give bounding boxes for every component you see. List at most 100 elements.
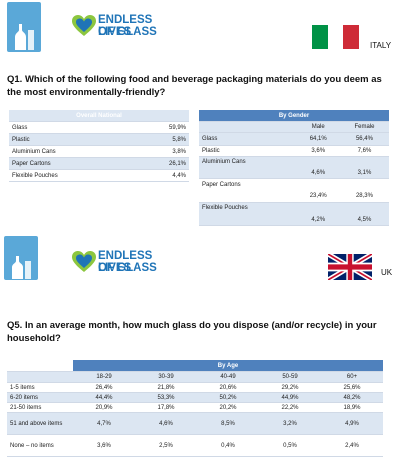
cell-value: 56,4% (339, 132, 389, 146)
table-row: Flexible Pouches 4,4% (9, 169, 189, 182)
cell-value: 4,9% (321, 412, 383, 435)
table-row: Glass 64,1% 56,4% (199, 132, 389, 146)
cell-value: 4,6% (296, 156, 340, 179)
row-label: Plastic (199, 145, 297, 157)
cell-value: 4,6% (135, 412, 197, 435)
cell-value: 3,6% (296, 145, 340, 157)
cell-value: 28,3% (339, 178, 389, 203)
column-header-18-29: 18-29 (73, 371, 135, 383)
row-label: Paper Cartons (9, 157, 134, 170)
row-label: Paper Cartons (199, 178, 297, 203)
overall-national-table: Overall National Glass 59,9% Plastic 5,8% … (9, 110, 189, 182)
bottle-icon (15, 24, 34, 50)
table-row: Plastic 5,8% (9, 133, 189, 146)
elg-line2: OF GLASS (98, 26, 157, 38)
table-row: Aluminium Cans 3,8% (9, 145, 189, 158)
elg-line1: ENDLESS LIVES (98, 14, 153, 38)
friends-of-glass-logo-uk (4, 236, 38, 280)
cell-value: 4,7% (73, 412, 135, 435)
table-row: 1-5 items 26,4% 21,8% 20,6% 29,2% 25,6% (7, 382, 383, 393)
table-row: 51 and above items 4,7% 4,6% 8,5% 3,2% 4… (7, 412, 383, 435)
row-value: 4,4% (133, 169, 189, 182)
cell-value: 44,4% (73, 392, 135, 403)
by-gender-header: By Gender (199, 110, 389, 122)
table-row: None – no items 3,6% 2,5% 0,4% 0,5% 2,4% (7, 434, 383, 457)
table-row: Flexible Pouches 4,2% 4,5% (199, 202, 389, 226)
row-label: Glass (199, 132, 297, 146)
row-label: 6-20 items (7, 392, 73, 403)
by-age-table: By Age 18-29 30-39 40-49 50-59 60+ 1-5 i… (7, 360, 383, 457)
italy-flag (312, 25, 359, 49)
row-label: 51 and above items (7, 412, 73, 435)
cell-value: 25,6% (321, 382, 383, 393)
column-header-50-59: 50-59 (259, 371, 321, 383)
cell-value: 20,6% (197, 382, 259, 393)
cell-value: 2,4% (321, 434, 383, 457)
table-row: Plastic 3,6% 7,6% (199, 145, 389, 157)
cell-value: 3,2% (259, 412, 321, 435)
row-label: Aluminium Cans (199, 156, 297, 179)
overall-national-header: Overall National (9, 110, 189, 122)
endless-lives-logo-uk: ENDLESS LIVES OF GLASS (72, 250, 182, 278)
column-header-30-39: 30-39 (135, 371, 197, 383)
uk-flag (327, 251, 373, 283)
cell-value: 29,2% (259, 382, 321, 393)
row-value: 5,8% (133, 133, 189, 146)
cell-value: 50,2% (197, 392, 259, 403)
cell-value: 2,5% (135, 434, 197, 457)
cell-value: 3,6% (73, 434, 135, 457)
row-label: Aluminium Cans (9, 145, 134, 158)
row-label: 21-50 items (7, 402, 73, 413)
table-row: Paper Cartons 26,1% (9, 157, 189, 170)
cell-value: 3,1% (339, 156, 389, 179)
by-age-header: By Age (73, 360, 383, 372)
row-label: 1-5 items (7, 382, 73, 393)
cell-value: 53,3% (135, 392, 197, 403)
row-value: 3,8% (133, 145, 189, 158)
row-label: Plastic (9, 133, 134, 146)
heart-icon (72, 251, 96, 272)
cell-value: 0,4% (197, 434, 259, 457)
cell-value: 44,9% (259, 392, 321, 403)
cell-value: 23,4% (296, 178, 340, 203)
bottle-icon (12, 256, 31, 279)
elg-line1: ENDLESS LIVES (98, 250, 153, 274)
cell-value: 64,1% (296, 132, 340, 146)
column-header-female: Female (339, 121, 389, 133)
question-q1: Q1. Which of the following food and beve… (7, 74, 382, 98)
table-row: 21-50 items 20,9% 17,8% 20,2% 22,2% 18,9… (7, 402, 383, 413)
country-label-italy: ITALY (370, 41, 392, 50)
cell-value: 8,5% (197, 412, 259, 435)
cell-value: 17,8% (135, 402, 197, 413)
elg-line2: OF GLASS (98, 262, 157, 274)
cell-value: 21,8% (135, 382, 197, 393)
friends-of-glass-logo (7, 2, 41, 52)
row-label: Flexible Pouches (199, 202, 297, 226)
question-q5: Q5. In an average month, how much glass … (7, 320, 377, 344)
table-row: 6-20 items 44,4% 53,3% 50,2% 44,9% 48,2% (7, 392, 383, 403)
cell-value: 26,4% (73, 382, 135, 393)
row-label: Flexible Pouches (9, 169, 134, 182)
row-value: 26,1% (133, 157, 189, 170)
cell-value: 4,5% (339, 202, 389, 226)
endless-lives-logo: ENDLESS LIVES OF GLASS (72, 14, 182, 42)
cell-value: 4,2% (296, 202, 340, 226)
cell-value: 20,9% (73, 402, 135, 413)
by-gender-table: By Gender Male Female Glass 64,1% 56,4% Pla… (199, 110, 389, 226)
country-label-uk: UK (381, 268, 393, 277)
table-row: Glass 59,9% (9, 121, 189, 134)
heart-icon (72, 15, 96, 36)
column-header-male: Male (296, 121, 340, 133)
cell-value: 20,2% (197, 402, 259, 413)
row-value: 59,9% (133, 121, 189, 134)
cell-value: 22,2% (259, 402, 321, 413)
column-header-60-plus: 60+ (321, 371, 383, 383)
table-row: Paper Cartons 23,4% 28,3% (199, 178, 389, 203)
cell-value: 18,9% (321, 402, 383, 413)
cell-value: 0,5% (259, 434, 321, 457)
table-row: Aluminium Cans 4,6% 3,1% (199, 156, 389, 179)
row-label: Glass (9, 121, 134, 134)
column-header-40-49: 40-49 (197, 371, 259, 383)
cell-value: 48,2% (321, 392, 383, 403)
cell-value: 7,6% (339, 145, 389, 157)
